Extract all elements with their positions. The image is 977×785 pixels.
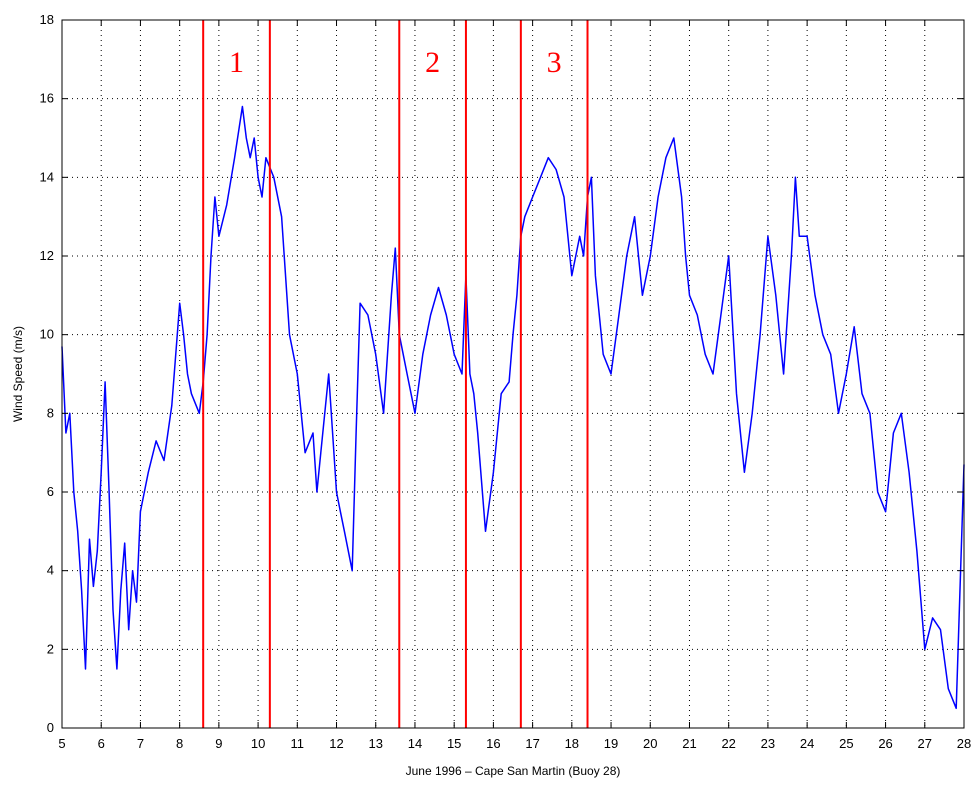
x-tick-label: 20: [643, 736, 657, 751]
y-tick-label: 0: [47, 720, 54, 735]
y-axis-label: Wind Speed (m/s): [11, 326, 25, 422]
series-layer: [61, 105, 965, 710]
y-tick-label: 14: [40, 169, 54, 184]
x-tick-label: 7: [137, 736, 144, 751]
y-tick-label: 10: [40, 327, 54, 342]
x-tick-label: 17: [525, 736, 539, 751]
x-tick-label: 6: [98, 736, 105, 751]
y-tick-label: 8: [47, 405, 54, 420]
wind-speed-series-line: [61, 105, 965, 710]
x-tick-label: 9: [215, 736, 222, 751]
x-tick-label: 18: [565, 736, 579, 751]
y-tick-label: 18: [40, 12, 54, 27]
x-tick-label: 8: [176, 736, 183, 751]
region-label: 1: [229, 46, 244, 79]
x-tick-label: 11: [291, 736, 305, 751]
x-tick-label: 12: [329, 736, 343, 751]
x-tick-label: 14: [408, 736, 422, 751]
x-tick-label: 21: [682, 736, 696, 751]
x-tick-label: 27: [918, 736, 932, 751]
y-tick-label: 12: [40, 248, 54, 263]
x-tick-label: 19: [604, 736, 618, 751]
x-tick-label: 13: [369, 736, 383, 751]
grid-layer: [62, 20, 964, 728]
x-tick-label: 22: [721, 736, 735, 751]
y-tick-label: 2: [47, 641, 54, 656]
region-label-layer: 1 2 3: [229, 46, 562, 79]
y-tick-label: 4: [47, 563, 54, 578]
region-label: 3: [547, 46, 562, 79]
x-tick-label: 15: [447, 736, 461, 751]
x-tick-label: 24: [800, 736, 814, 751]
x-tick-label: 28: [957, 736, 971, 751]
y-tick-label: 6: [47, 484, 54, 499]
x-tick-label: 5: [58, 736, 65, 751]
x-axis-label: June 1996 – Cape San Martin (Buoy 28): [406, 764, 621, 778]
x-tick-label: 10: [251, 736, 265, 751]
vertical-lines-layer: [202, 20, 589, 728]
x-tick-label: 25: [839, 736, 853, 751]
tick-layer: 5 6 7 8 9 10 11 12 13 14 15 16 17 18 19 20 21 22 23 24 25 26 2…: [40, 12, 972, 751]
region-label: 2: [425, 46, 440, 79]
y-tick-label: 16: [40, 91, 54, 106]
x-tick-label: 16: [486, 736, 500, 751]
plot-frame: [61, 19, 965, 729]
x-tick-label: 23: [761, 736, 775, 751]
x-tick-label: 26: [878, 736, 892, 751]
